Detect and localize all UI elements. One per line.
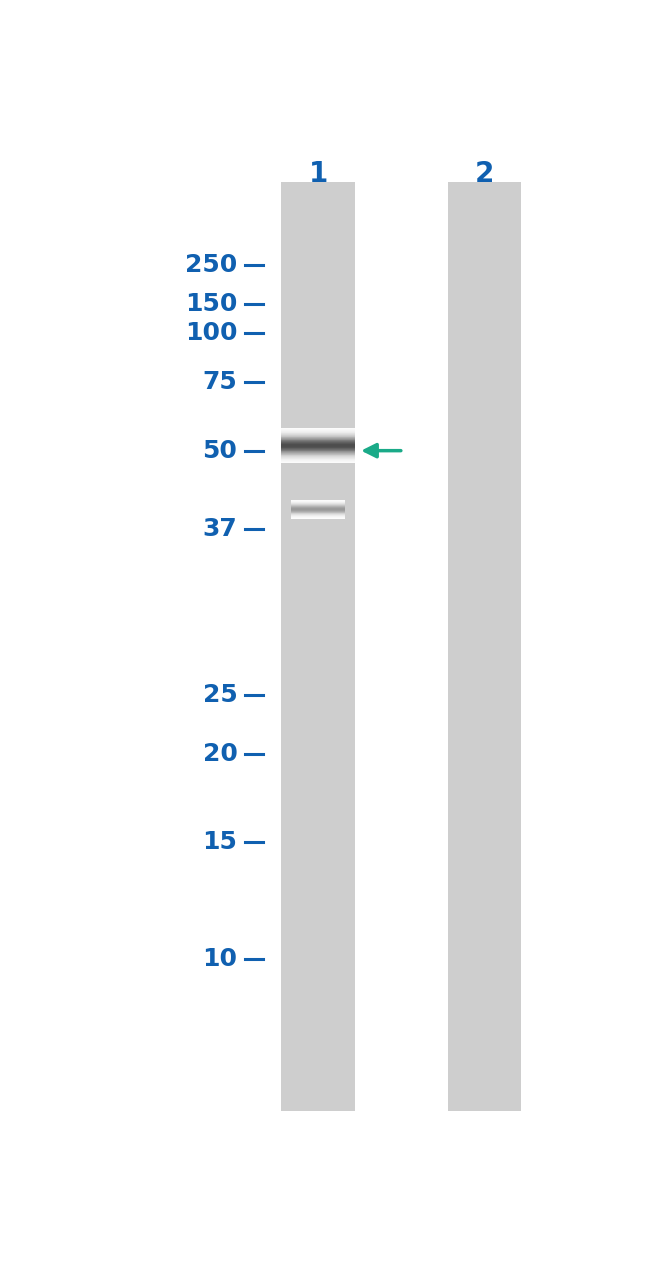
Text: 250: 250 [185,253,237,277]
Text: 20: 20 [203,742,237,766]
Text: 15: 15 [203,829,237,853]
Bar [281,182,354,1111]
Bar [448,182,521,1111]
Text: 1: 1 [308,160,328,188]
Text: 10: 10 [202,947,237,972]
Text: 75: 75 [203,371,237,394]
Text: 50: 50 [203,438,237,462]
Text: 37: 37 [203,517,237,541]
Text: 25: 25 [203,683,237,707]
Text: 150: 150 [185,292,237,316]
Text: 100: 100 [185,321,237,345]
Text: 2: 2 [474,160,494,188]
